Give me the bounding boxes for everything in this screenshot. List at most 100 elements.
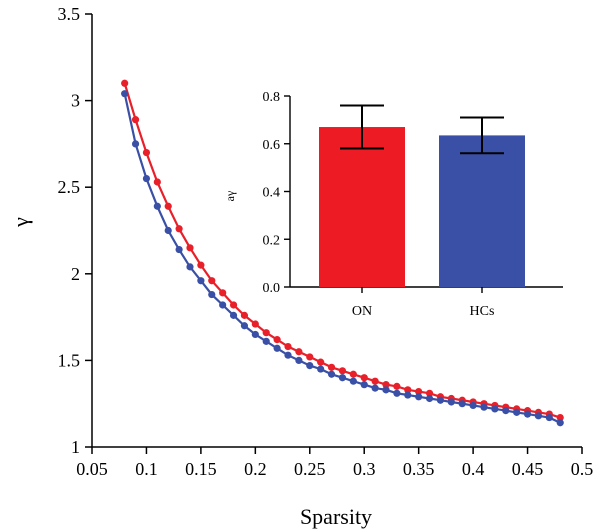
inset-bar	[439, 135, 525, 287]
series-point	[197, 261, 205, 269]
x-tick-label: 0.2	[244, 459, 267, 479]
series-point	[393, 382, 401, 390]
series-point	[273, 336, 281, 344]
x-tick-label: 0.3	[353, 459, 376, 479]
series-point	[556, 419, 564, 427]
y-tick-label: 1	[71, 437, 80, 457]
series-point	[545, 413, 553, 422]
series-point	[349, 370, 357, 378]
series-point	[197, 277, 205, 285]
series-point	[458, 400, 466, 408]
y-tick-label: 2.5	[58, 177, 81, 197]
x-tick-label: 0.05	[76, 459, 108, 479]
main-line-chart: 1 1.5 2 2.5 3 3.5 0.05 0.1 0.15 0.2 0.25 0.3 0.35 0.4…	[8, 4, 593, 529]
series-point	[317, 365, 325, 373]
series-point	[425, 394, 434, 403]
series-point	[131, 116, 140, 124]
series-point	[327, 370, 336, 378]
series-point	[164, 202, 172, 210]
series-point	[153, 178, 161, 186]
x-tick-label: 0.5	[571, 459, 594, 479]
inset-y-tick-label: 0.6	[263, 138, 281, 153]
series-point	[371, 384, 379, 392]
series-point	[436, 396, 445, 404]
series-point	[393, 389, 401, 397]
series-point	[327, 363, 336, 371]
series-point	[142, 174, 151, 183]
y-tick-label: 2	[71, 264, 80, 284]
x-axis-title: Sparsity	[300, 504, 372, 529]
inset-y-tick-label: 0.4	[263, 186, 281, 201]
series-point	[371, 377, 379, 385]
series-point	[415, 387, 423, 396]
series-point	[295, 348, 303, 356]
series-point	[523, 410, 532, 418]
inset-category-label: ON	[352, 304, 372, 319]
series-point	[251, 320, 259, 328]
series-point	[469, 401, 477, 410]
series-point	[513, 408, 521, 416]
y-tick-label: 1.5	[58, 350, 81, 370]
series-point	[284, 351, 292, 359]
inset-y-tick-label: 0.2	[263, 233, 281, 248]
inset-bar-chart: 0.0 0.2 0.4 0.6 0.8 aγ ON HCs	[223, 90, 563, 319]
series-point	[295, 356, 303, 364]
series-point	[121, 79, 129, 87]
series-point	[317, 358, 325, 366]
x-tick-label: 0.1	[135, 459, 158, 479]
series-point	[306, 353, 314, 361]
series-point	[219, 301, 227, 309]
series-point	[306, 361, 314, 370]
inset-bar	[319, 127, 405, 287]
series-point	[502, 407, 510, 415]
series-point	[273, 344, 281, 352]
series-point	[360, 374, 368, 382]
series-point	[251, 330, 259, 339]
x-tick-label: 0.45	[512, 459, 544, 479]
series-point	[175, 225, 183, 233]
inset-y-tick-label: 0.8	[263, 90, 281, 105]
series-point	[229, 301, 238, 309]
x-tick-label: 0.25	[294, 459, 326, 479]
series-point	[153, 202, 161, 210]
series-point	[219, 289, 227, 297]
series-point	[480, 403, 488, 411]
series-point	[186, 244, 194, 252]
y-tick-label: 3	[71, 91, 80, 111]
series-point	[262, 329, 270, 337]
series-point	[240, 322, 249, 330]
inset-y-axis-title: aγ	[223, 190, 237, 201]
series-point	[240, 311, 249, 319]
series-point	[382, 381, 390, 389]
inset-y-tick-label: 0.0	[263, 281, 281, 296]
series-point	[425, 389, 434, 397]
series-point	[186, 263, 194, 271]
series-point	[404, 386, 412, 394]
series-point	[208, 277, 216, 285]
series-point	[360, 381, 368, 389]
series-point	[382, 386, 390, 394]
series-point	[491, 405, 499, 413]
series-point	[556, 413, 564, 422]
series-point	[131, 140, 140, 148]
series-point	[415, 393, 423, 401]
series-point	[164, 226, 172, 235]
series-point	[534, 412, 543, 420]
x-tick-label: 0.15	[185, 459, 217, 479]
y-axis-title: γ	[8, 217, 33, 228]
series-point	[404, 391, 412, 399]
y-tick-label: 3.5	[58, 4, 81, 24]
series-point	[338, 367, 347, 375]
series-point	[208, 290, 216, 299]
inset-category-label: HCs	[470, 304, 495, 319]
series-point	[121, 90, 129, 98]
series-point	[262, 337, 270, 345]
series-point	[142, 148, 151, 157]
series-point	[229, 311, 238, 319]
series-point	[447, 398, 455, 406]
x-tick-label: 0.4	[462, 459, 485, 479]
series-point	[175, 245, 183, 254]
x-tick-label: 0.35	[403, 459, 435, 479]
series-point	[284, 342, 292, 351]
